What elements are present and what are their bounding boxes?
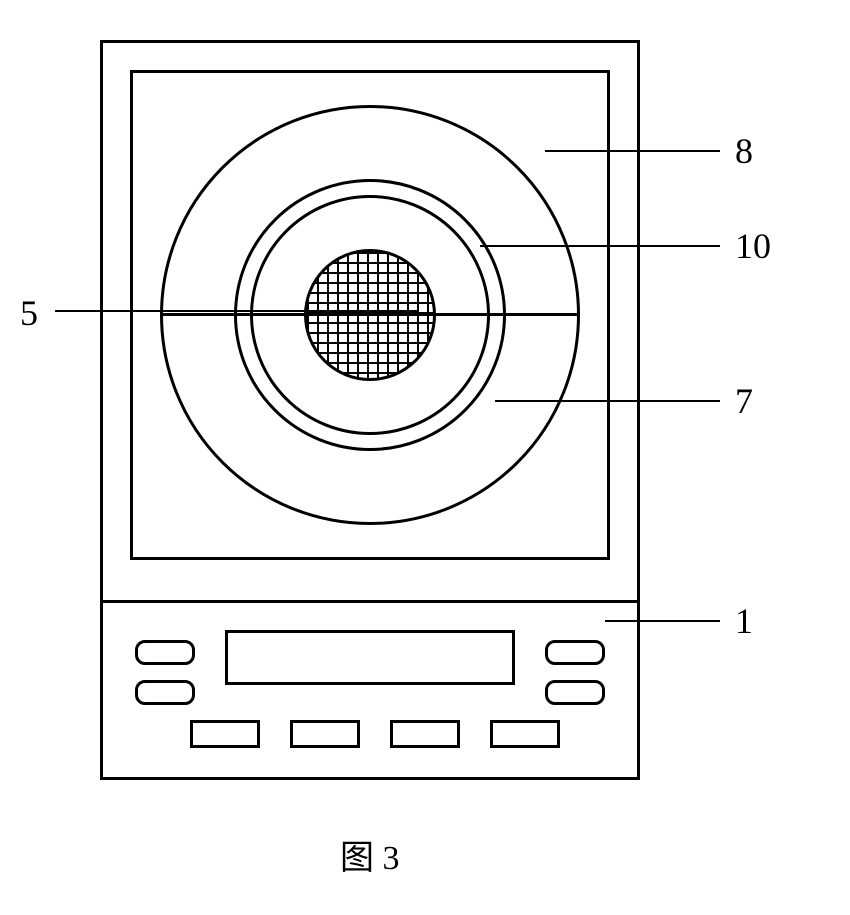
bottom-button — [490, 720, 560, 748]
display-box — [225, 630, 515, 685]
label-1: 1 — [735, 600, 753, 642]
label-8: 8 — [735, 130, 753, 172]
label-7: 7 — [735, 380, 753, 422]
label-5: 5 — [20, 292, 38, 334]
figure-canvas: 8 10 5 7 1 图 3 — [0, 0, 850, 915]
bottom-button — [390, 720, 460, 748]
circle-midline — [160, 313, 580, 316]
label-10: 10 — [735, 225, 771, 267]
figure-caption: 图 3 — [340, 830, 400, 879]
leader-8 — [545, 150, 720, 152]
bottom-button — [190, 720, 260, 748]
side-button — [135, 640, 195, 665]
leader-1 — [605, 620, 720, 622]
leader-5 — [55, 310, 418, 312]
side-button — [135, 680, 195, 705]
panel-divider — [100, 600, 640, 603]
leader-10 — [480, 245, 720, 247]
bottom-button — [290, 720, 360, 748]
side-button — [545, 680, 605, 705]
side-button — [545, 640, 605, 665]
leader-7 — [495, 400, 720, 402]
